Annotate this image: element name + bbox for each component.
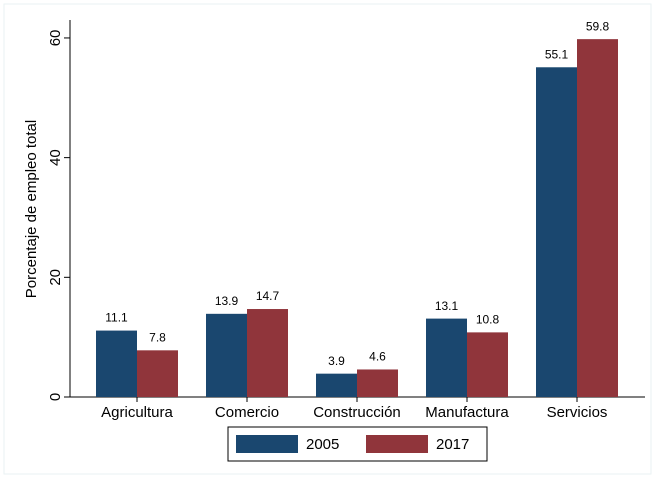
bar bbox=[316, 373, 357, 397]
legend-label: 2005 bbox=[306, 436, 339, 453]
x-tick-label: Construcción bbox=[313, 404, 401, 421]
y-axis-title: Porcentaje de empleo total bbox=[23, 120, 40, 298]
value-label: 4.6 bbox=[369, 350, 386, 364]
legend-swatch bbox=[236, 435, 298, 453]
bar bbox=[357, 369, 398, 397]
bar bbox=[467, 332, 508, 397]
x-tick-label: Comercio bbox=[215, 404, 279, 421]
y-tick-label: 40 bbox=[47, 149, 64, 166]
legend-label: 2017 bbox=[436, 436, 469, 453]
y-tick-label: 60 bbox=[47, 30, 64, 47]
value-label: 10.8 bbox=[476, 313, 500, 327]
value-label: 14.7 bbox=[256, 289, 280, 303]
value-label: 7.8 bbox=[149, 330, 166, 344]
legend-swatch bbox=[366, 435, 428, 453]
y-tick-label: 0 bbox=[47, 393, 64, 401]
bar bbox=[426, 318, 467, 397]
y-tick-label: 20 bbox=[47, 269, 64, 286]
bar bbox=[577, 39, 618, 398]
bar bbox=[536, 67, 577, 398]
value-label: 55.1 bbox=[545, 47, 569, 61]
bar bbox=[247, 309, 288, 397]
value-label: 13.1 bbox=[435, 299, 459, 313]
value-label: 13.9 bbox=[215, 294, 239, 308]
value-label: 11.1 bbox=[105, 311, 128, 325]
x-tick-label: Servicios bbox=[547, 404, 608, 421]
bar bbox=[96, 330, 137, 397]
x-tick-label: Agricultura bbox=[101, 404, 173, 421]
value-label: 59.8 bbox=[586, 19, 610, 33]
bar bbox=[206, 313, 247, 397]
bar bbox=[137, 350, 178, 397]
x-tick-label: Manufactura bbox=[425, 404, 509, 421]
value-label: 3.9 bbox=[328, 354, 345, 368]
